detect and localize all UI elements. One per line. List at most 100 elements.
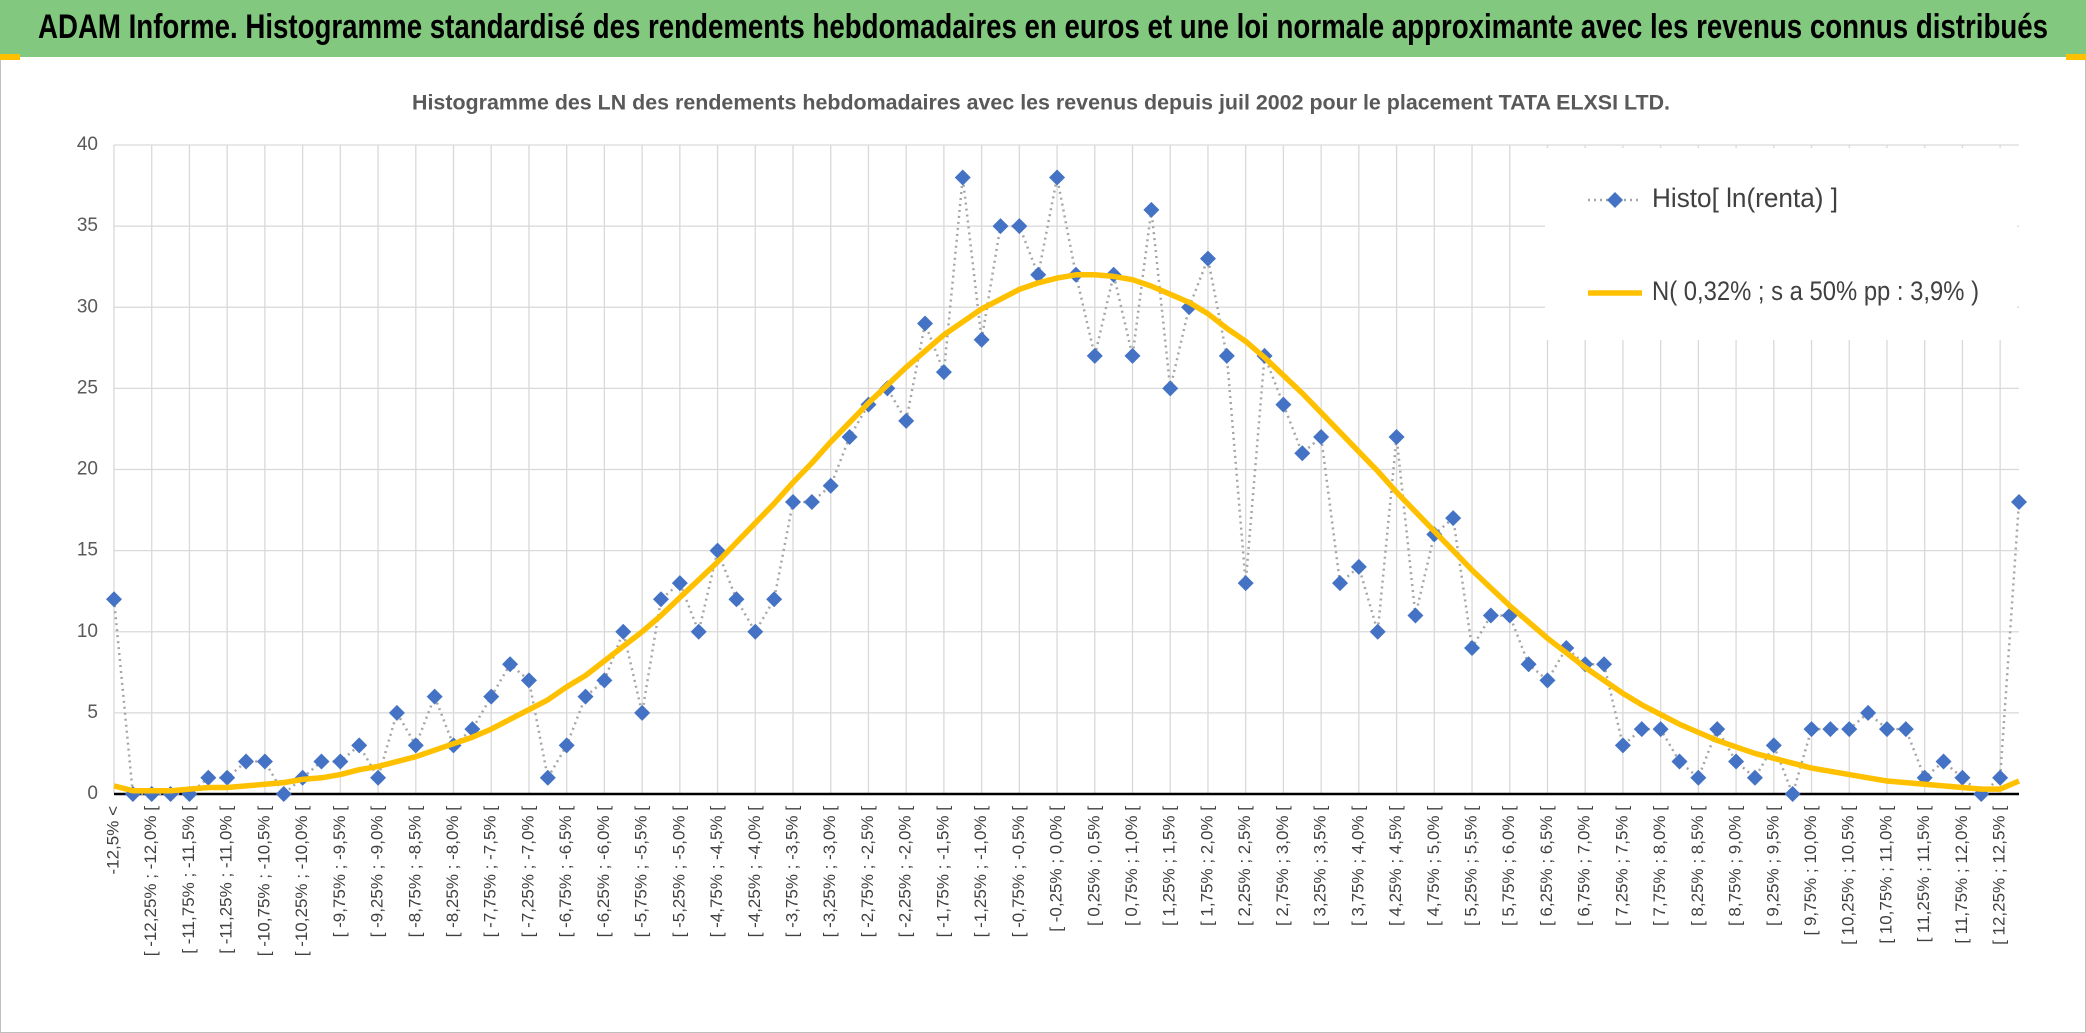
x-tick-label: [ 0,25% ; 0,5% [ (1084, 806, 1103, 926)
x-tick-label: [ 5,75% ; 6,0% [ (1499, 806, 1518, 926)
y-tick-label: 25 (77, 377, 98, 398)
x-tick-label: [ -3,25% ; -3,0% [ (820, 806, 839, 938)
data-point (973, 331, 990, 348)
data-point (766, 591, 783, 608)
x-tick-label: [ -6,25% ; -6,0% [ (594, 806, 613, 938)
data-point (954, 169, 971, 186)
data-point (1803, 721, 1820, 738)
y-tick-label: 30 (77, 296, 98, 317)
data-point (1709, 721, 1726, 738)
legend-marker (1607, 192, 1623, 208)
data-point (2011, 493, 2027, 510)
x-tick-label: [ -3,75% ; -3,5% [ (782, 806, 801, 938)
data-point (275, 786, 292, 802)
data-point (1124, 347, 1141, 364)
data-point (106, 591, 122, 608)
x-tick-label: [ -7,25% ; -7,0% [ (518, 806, 537, 938)
data-point (841, 429, 858, 446)
x-tick-label: [ -8,75% ; -8,5% [ (405, 806, 424, 938)
data-point (1614, 737, 1631, 754)
data-point (1935, 753, 1952, 770)
x-tick-label: [ 6,75% ; 7,0% [ (1575, 806, 1594, 926)
data-point (200, 769, 217, 786)
data-point (539, 769, 556, 786)
legend-label: Histo[ ln(renta) ] (1652, 183, 1838, 213)
header-bar (0, 0, 2086, 57)
legend-box (1545, 148, 2017, 340)
x-tick-label: [ 4,75% ; 5,0% [ (1424, 806, 1443, 926)
x-tick-label: [ -0,25% ; 0,0% [ (1047, 806, 1066, 932)
data-point (1765, 737, 1782, 754)
data-point (1728, 753, 1745, 770)
data-point (1633, 721, 1650, 738)
data-point (351, 737, 368, 754)
data-point (615, 623, 632, 640)
x-tick-label: [ 7,75% ; 8,0% [ (1650, 806, 1669, 926)
x-tick-label: [ -2,75% ; -2,5% [ (858, 806, 877, 938)
data-point (1407, 607, 1424, 624)
x-tick-label: [ -10,75% ; -10,5% [ (254, 806, 273, 957)
data-point (1690, 769, 1707, 786)
x-tick-label: -12,5% < (103, 806, 122, 875)
data-point (690, 623, 707, 640)
x-tick-label: [ 12,25% ; 12,5% [ (1990, 806, 2009, 945)
x-tick-label: [ 11,75% ; 12,0% [ (1952, 806, 1971, 944)
x-tick-label: [ -7,75% ; -7,5% [ (481, 806, 500, 938)
data-point (1464, 639, 1481, 656)
x-tick-label: [ 0,75% ; 1,0% [ (1122, 806, 1141, 926)
data-point (652, 591, 669, 608)
data-point (558, 737, 575, 754)
y-tick-label: 15 (77, 540, 98, 561)
data-point (747, 623, 764, 640)
data-point (426, 688, 443, 705)
x-tick-label: [ 10,25% ; 10,5% [ (1839, 806, 1858, 945)
data-point (634, 704, 651, 721)
y-tick-label: 10 (77, 621, 98, 642)
x-tick-label: [ -4,75% ; -4,5% [ (707, 806, 726, 938)
data-point (1049, 169, 1066, 186)
data-point (1237, 575, 1254, 592)
data-point (577, 688, 594, 705)
data-point (935, 364, 952, 381)
x-tick-label: [ 2,75% ; 3,0% [ (1273, 806, 1292, 926)
y-tick-label: 20 (77, 459, 98, 480)
data-point (671, 575, 688, 592)
x-tick-label: [ -11,25% ; -11,0% [ (217, 806, 236, 954)
x-tick-label: [ 1,25% ; 1,5% [ (1160, 806, 1179, 926)
data-point (1784, 786, 1801, 802)
y-tick-label: 0 (87, 783, 98, 804)
data-point (917, 315, 934, 332)
x-tick-label: [ -11,75% ; -11,5% [ (179, 806, 198, 954)
corner (0, 54, 20, 60)
y-tick-label: 5 (87, 702, 98, 723)
y-tick-label: 35 (77, 215, 98, 236)
x-tick-label: [ -2,25% ; -2,0% [ (896, 806, 915, 938)
data-point (898, 412, 915, 429)
x-tick-label: [ -10,25% ; -10,0% [ (292, 806, 311, 957)
data-point (1294, 445, 1311, 462)
data-point (1954, 769, 1971, 786)
data-point (1331, 575, 1348, 592)
data-point (1313, 429, 1330, 446)
data-point (1992, 769, 2009, 786)
data-point (1350, 558, 1367, 575)
data-point (313, 753, 330, 770)
data-point (803, 493, 820, 510)
data-point (1388, 429, 1405, 446)
data-point (1199, 250, 1216, 267)
data-point (388, 704, 405, 721)
header-title: ADAM Informe. Histogramme standardisé de… (38, 8, 2048, 46)
data-point (1030, 266, 1047, 283)
x-tick-label: [ -8,25% ; -8,0% [ (443, 806, 462, 938)
data-point (992, 218, 1009, 235)
series-line (113, 272, 2021, 794)
x-tick-label: [ -4,25% ; -4,0% [ (745, 806, 764, 938)
legend-label: N( 0,32% ; s a 50% pp : 3,9% ) (1652, 276, 1979, 306)
x-tick-label: [ -0,75% ; -0,5% [ (1009, 806, 1028, 938)
data-point (1878, 721, 1895, 738)
data-point (1652, 721, 1669, 738)
x-tick-label: [ 9,75% ; 10,0% [ (1801, 806, 1820, 936)
x-tick-label: [ 1,75% ; 2,0% [ (1197, 806, 1216, 926)
data-point (1162, 380, 1179, 397)
